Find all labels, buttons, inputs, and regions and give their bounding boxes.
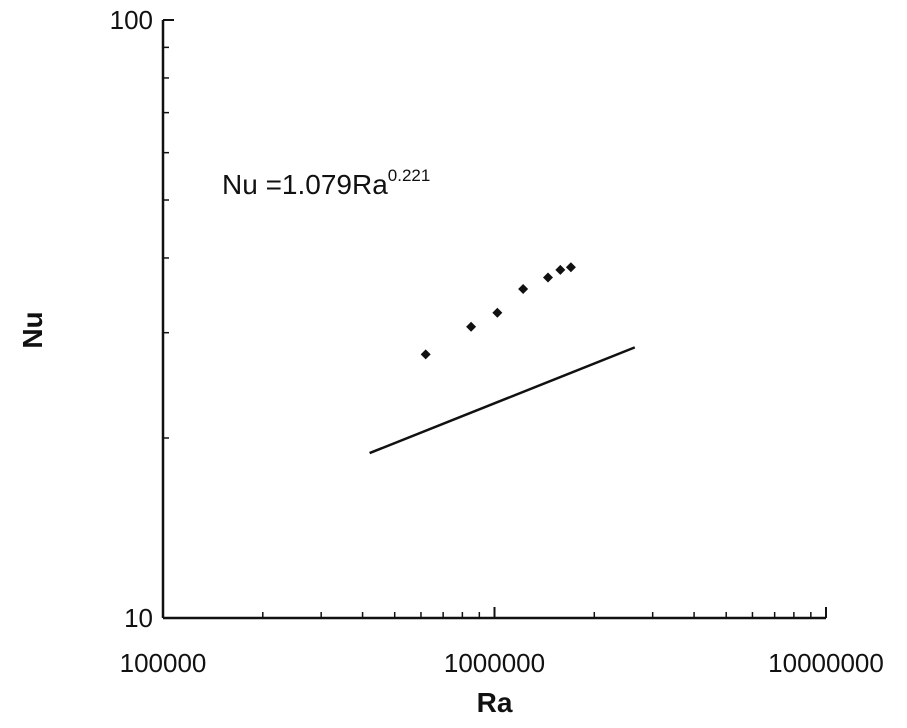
- data-point: [565, 262, 576, 273]
- data-point: [555, 264, 566, 275]
- fit-equation-text: Nu =1.079Ra: [222, 169, 388, 200]
- x-tick-label: 100000: [120, 648, 207, 678]
- y-axis-ticks: 10 100: [110, 5, 174, 633]
- data-point: [420, 349, 431, 360]
- data-point: [518, 283, 529, 294]
- data-point: [466, 321, 477, 332]
- fit-equation-annotation: Nu =1.079Ra0.221: [222, 166, 430, 200]
- fit-line: [369, 346, 636, 455]
- x-tick-label: 10000000: [768, 648, 884, 678]
- plot-area: [369, 262, 636, 455]
- x-axis-label: Ra: [477, 687, 513, 718]
- y-tick-label: 100: [110, 5, 153, 35]
- y-axis-label: Nu: [17, 311, 48, 348]
- y-tick-label: 10: [124, 603, 153, 633]
- data-point: [492, 307, 503, 318]
- x-tick-label: 1000000: [444, 648, 545, 678]
- x-axis-ticks: 100000 1000000 10000000: [120, 607, 884, 678]
- data-point: [542, 272, 553, 283]
- axes: 100000 1000000 10000000 10 100: [110, 5, 884, 678]
- fit-equation-exponent: 0.221: [388, 166, 431, 185]
